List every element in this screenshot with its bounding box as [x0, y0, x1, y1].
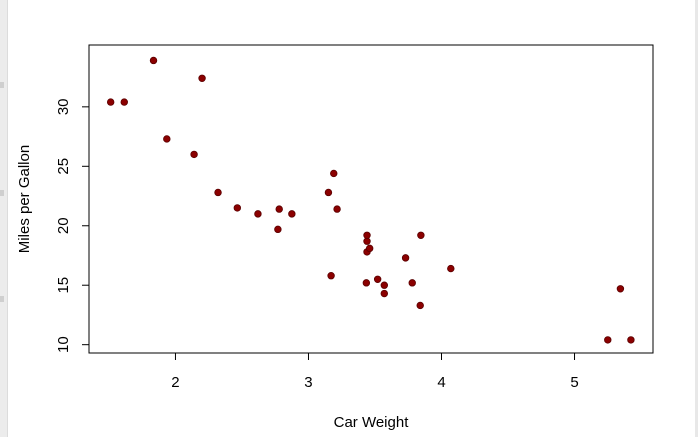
data-point — [198, 74, 206, 82]
x-tick-label: 4 — [437, 374, 445, 391]
data-point — [275, 205, 283, 213]
panel-edge-mark — [0, 296, 4, 302]
data-point — [254, 210, 262, 218]
data-point — [324, 188, 333, 197]
data-point — [233, 204, 242, 212]
y-tick-label: 30 — [55, 98, 72, 115]
panel-edge-mark — [0, 190, 4, 196]
data-point — [365, 244, 374, 253]
data-point — [408, 279, 416, 287]
data-point — [288, 210, 296, 218]
left-panel-edge — [0, 0, 8, 437]
y-tick-label: 10 — [55, 336, 72, 353]
data-point — [214, 188, 222, 197]
data-point — [417, 231, 425, 239]
y-axis-ticks: 10 15 20 25 30 — [55, 98, 89, 353]
data-point — [416, 301, 424, 310]
y-axis-label: Miles per Gallon — [16, 145, 33, 253]
data-point — [447, 264, 455, 273]
data-point — [401, 254, 410, 262]
plot-area-border — [88, 44, 654, 354]
x-tick-label: 3 — [304, 374, 312, 391]
x-tick-label: 2 — [171, 374, 179, 391]
data-point — [373, 275, 382, 283]
y-tick-label: 25 — [55, 158, 72, 175]
data-point — [627, 336, 635, 344]
right-panel-edge — [695, 0, 698, 437]
data-point — [363, 231, 371, 239]
data-point — [327, 272, 335, 280]
x-tick-label: 5 — [570, 374, 578, 391]
data-point — [274, 225, 282, 234]
data-point — [616, 285, 625, 293]
data-point — [163, 135, 171, 143]
panel-edge-mark — [0, 82, 4, 88]
data-point — [333, 205, 341, 213]
data-point — [149, 56, 158, 65]
data-point — [362, 279, 371, 287]
data-point — [380, 289, 389, 298]
data-points — [106, 56, 635, 344]
data-point — [330, 169, 338, 178]
data-point — [106, 98, 115, 106]
y-tick-label: 20 — [55, 217, 72, 234]
x-axis-label: Car Weight — [334, 414, 410, 431]
y-tick-label: 15 — [55, 277, 72, 294]
data-point — [604, 336, 612, 344]
data-point — [380, 281, 389, 289]
data-point — [120, 98, 128, 106]
data-point — [190, 150, 198, 159]
x-axis-ticks: 2 3 4 5 — [171, 353, 579, 391]
